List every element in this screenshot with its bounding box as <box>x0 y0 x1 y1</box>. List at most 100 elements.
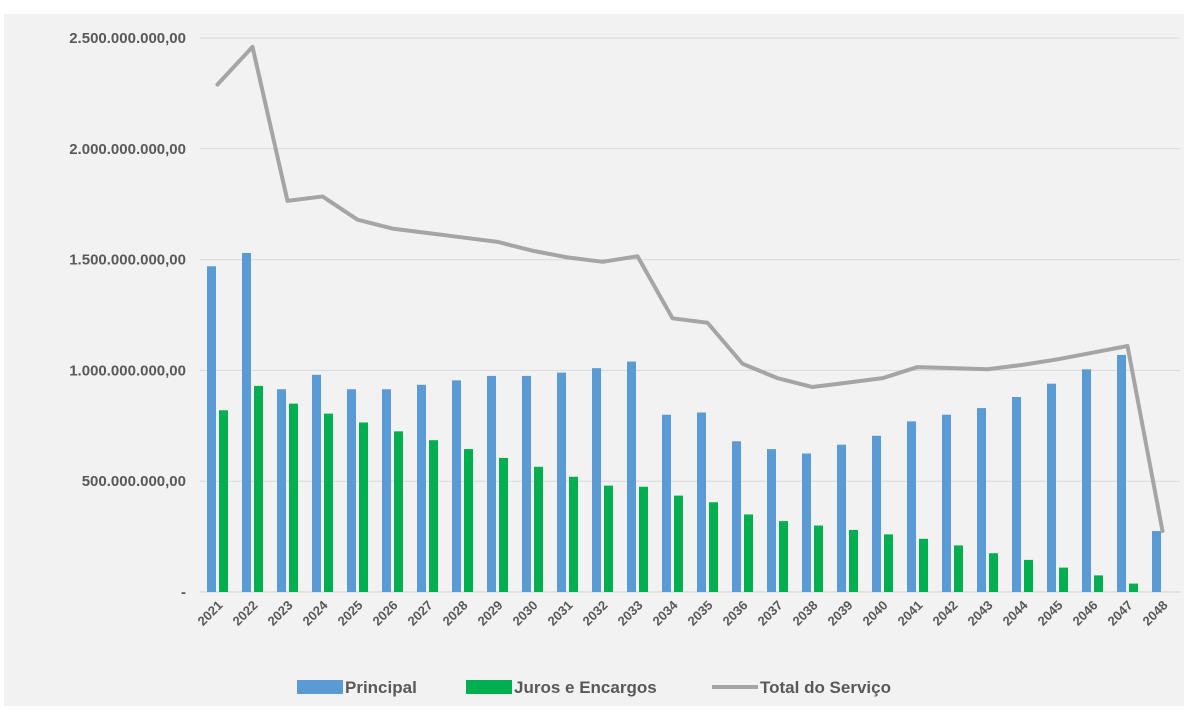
bar-juros-e-encargos-2031 <box>569 476 578 592</box>
x-tick-label: 2044 <box>1000 597 1032 629</box>
bar-principal-2021 <box>207 266 216 592</box>
bar-principal-2044 <box>1012 396 1021 592</box>
bar-principal-2032 <box>592 368 601 592</box>
bar-principal-2035 <box>697 412 706 592</box>
bar-juros-e-encargos-2034 <box>674 495 683 592</box>
x-tick-label: 2048 <box>1140 598 1171 629</box>
bar-juros-e-encargos-2027 <box>429 440 438 592</box>
bar-juros-e-encargos-2021 <box>219 410 228 592</box>
bar-juros-e-encargos-2028 <box>464 449 473 592</box>
legend-swatch-juros-e-encargos <box>466 680 512 694</box>
y-tick-label: 1.500.000.000,00 <box>69 252 186 269</box>
x-tick-label: 2039 <box>825 598 856 629</box>
bar-juros-e-encargos-2039 <box>849 529 858 592</box>
x-tick-label: 2027 <box>405 598 436 629</box>
y-tick-label: 1.000.000.000,00 <box>69 362 186 379</box>
x-tick-label: 2038 <box>790 598 821 629</box>
line-total-do-servico <box>215 44 1165 534</box>
x-tick-label: 2021 <box>195 598 226 629</box>
bar-principal-2038 <box>802 453 811 592</box>
x-tick-label: 2032 <box>580 598 611 629</box>
bar-juros-e-encargos-2032 <box>604 485 613 592</box>
x-tick-label: 2045 <box>1035 598 1066 629</box>
bar-juros-e-encargos-2042 <box>954 545 963 592</box>
x-axis-ticks: 2021 2022 2023 2024 2025 2026 2027 2028 2029 2030… <box>195 597 1171 629</box>
legend-label-total-do-servi-o: Total do Serviço <box>760 678 891 697</box>
bar-principal-2030 <box>522 375 531 592</box>
x-tick-label: 2023 <box>265 598 296 629</box>
x-tick-label: 2041 <box>895 598 926 629</box>
x-tick-label: 2029 <box>475 598 506 629</box>
bar-juros-e-encargos-2033 <box>639 486 648 592</box>
x-tick-label: 2025 <box>335 598 366 629</box>
bar-juros-e-encargos-2043 <box>989 553 998 592</box>
bar-juros-e-encargos-2041 <box>919 538 928 592</box>
bar-juros-e-encargos-2025 <box>359 422 368 592</box>
legend-label-principal: Principal <box>345 678 417 697</box>
x-tick-label: 2040 <box>860 598 891 629</box>
bar-principal-2043 <box>977 408 986 592</box>
bar-juros-e-encargos-2029 <box>499 457 508 592</box>
bar-principal-2037 <box>767 449 776 592</box>
legend-swatch-principal <box>297 680 343 694</box>
y-tick-label: 500.000.000,00 <box>82 473 186 490</box>
x-tick-label: 2047 <box>1105 598 1136 629</box>
bar-principal-2025 <box>347 389 356 592</box>
bar-juros-e-encargos-2038 <box>814 525 823 592</box>
bar-juros-e-encargos-2023 <box>289 403 298 592</box>
bar-principal-2023 <box>277 389 286 592</box>
bar-principal-2040 <box>872 435 881 592</box>
bar-principal-2034 <box>662 414 671 592</box>
bar-juros-e-encargos-2037 <box>779 521 788 592</box>
x-tick-label: 2024 <box>300 597 332 629</box>
bar-juros-e-encargos-2044 <box>1024 559 1033 592</box>
bar-juros-e-encargos-2040 <box>884 534 893 592</box>
bar-principal-2047 <box>1117 354 1126 592</box>
bar-principal-2029 <box>487 375 496 592</box>
bars <box>207 252 1161 592</box>
total-line <box>215 44 1165 534</box>
x-tick-label: 2026 <box>370 598 401 629</box>
y-tick-label: 2.000.000.000,00 <box>69 141 186 158</box>
x-tick-label: 2035 <box>685 598 716 629</box>
bar-juros-e-encargos-2024 <box>324 413 333 592</box>
bar-principal-2039 <box>837 444 846 592</box>
y-tick-label: - <box>181 584 186 601</box>
x-tick-label: 2046 <box>1070 598 1101 629</box>
bar-principal-2026 <box>382 389 391 592</box>
bar-juros-e-encargos-2046 <box>1094 575 1103 592</box>
legend: Principal Juros e Encargos Total do Serviç… <box>297 678 891 697</box>
bar-juros-e-encargos-2047 <box>1129 583 1138 592</box>
x-tick-label: 2022 <box>230 598 261 629</box>
bar-principal-2028 <box>452 380 461 592</box>
bar-principal-2041 <box>907 421 916 592</box>
bar-juros-e-encargos-2045 <box>1059 567 1068 592</box>
bar-principal-2027 <box>417 384 426 592</box>
x-tick-label: 2037 <box>755 598 786 629</box>
bar-principal-2045 <box>1047 383 1056 592</box>
x-tick-label: 2028 <box>440 598 471 629</box>
bar-principal-2036 <box>732 441 741 592</box>
bar-principal-2048 <box>1152 531 1161 592</box>
bar-juros-e-encargos-2026 <box>394 431 403 592</box>
x-tick-label: 2034 <box>650 597 682 629</box>
bar-principal-2031 <box>557 372 566 592</box>
y-axis-ticks: - 500.000.000,00 1.000.000.000,00 1.500.000… <box>69 30 186 601</box>
bar-principal-2046 <box>1082 369 1091 592</box>
bar-principal-2022 <box>242 252 251 592</box>
x-tick-label: 2031 <box>545 598 576 629</box>
bar-juros-e-encargos-2036 <box>744 514 753 592</box>
x-tick-label: 2036 <box>720 598 751 629</box>
bar-juros-e-encargos-2030 <box>534 466 543 592</box>
bar-juros-e-encargos-2035 <box>709 502 718 592</box>
x-tick-label: 2033 <box>615 598 646 629</box>
legend-label-juros-e-encargos: Juros e Encargos <box>514 678 657 697</box>
x-tick-label: 2030 <box>510 598 541 629</box>
bar-principal-2033 <box>627 361 636 592</box>
bar-principal-2042 <box>942 414 951 592</box>
bar-juros-e-encargos-2022 <box>254 385 263 592</box>
x-tick-label: 2042 <box>930 598 961 629</box>
bar-principal-2024 <box>312 374 321 592</box>
y-tick-label: 2.500.000.000,00 <box>69 30 186 47</box>
